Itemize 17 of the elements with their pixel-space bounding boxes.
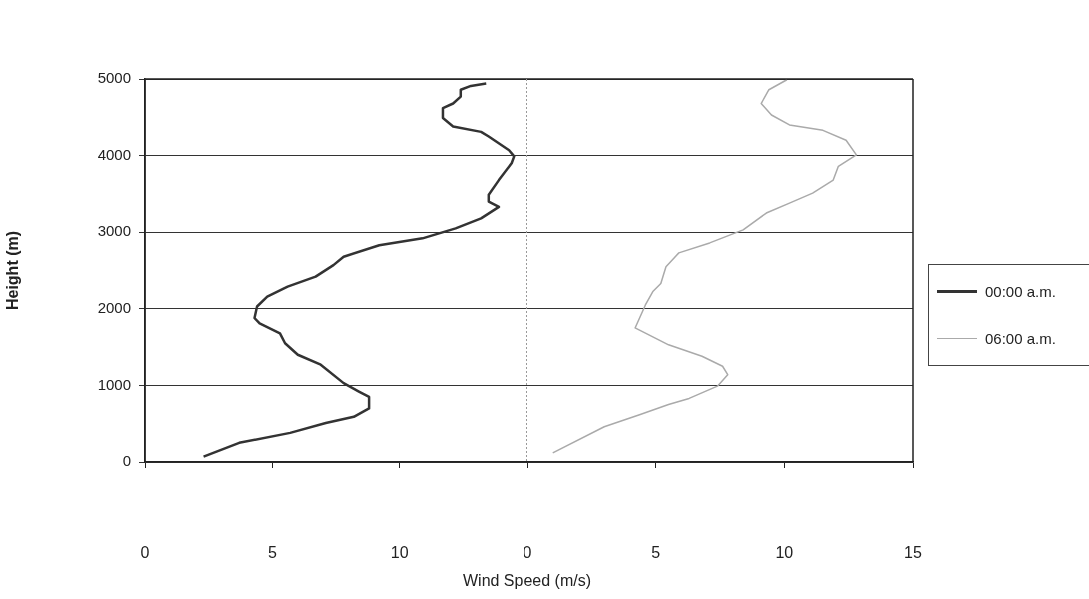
legend-label: 06:00 a.m.: [985, 330, 1056, 347]
x-tick-label: 0: [522, 544, 532, 562]
x-axis-title: Wind Speed (m/s): [461, 572, 592, 590]
y-tick-label: 2000: [97, 298, 131, 316]
y-tick-label: 0: [122, 452, 131, 470]
x-tick-label: 15: [904, 544, 922, 562]
y-tick-label: 5000: [97, 69, 131, 87]
x-tick-label: 10: [775, 544, 794, 562]
x-tick-label: 5: [267, 544, 277, 562]
legend-label: 00:00 a.m.: [985, 283, 1056, 300]
y-tick-label: 3000: [97, 222, 131, 240]
y-tick-label: 4000: [97, 145, 131, 163]
x-tick-label: 10: [390, 544, 409, 562]
x-tick-label: 0: [140, 544, 150, 562]
y-tick-label: 1000: [97, 375, 131, 393]
y-axis-title: Height (m): [4, 230, 22, 311]
x-tick-label: 5: [651, 544, 661, 562]
